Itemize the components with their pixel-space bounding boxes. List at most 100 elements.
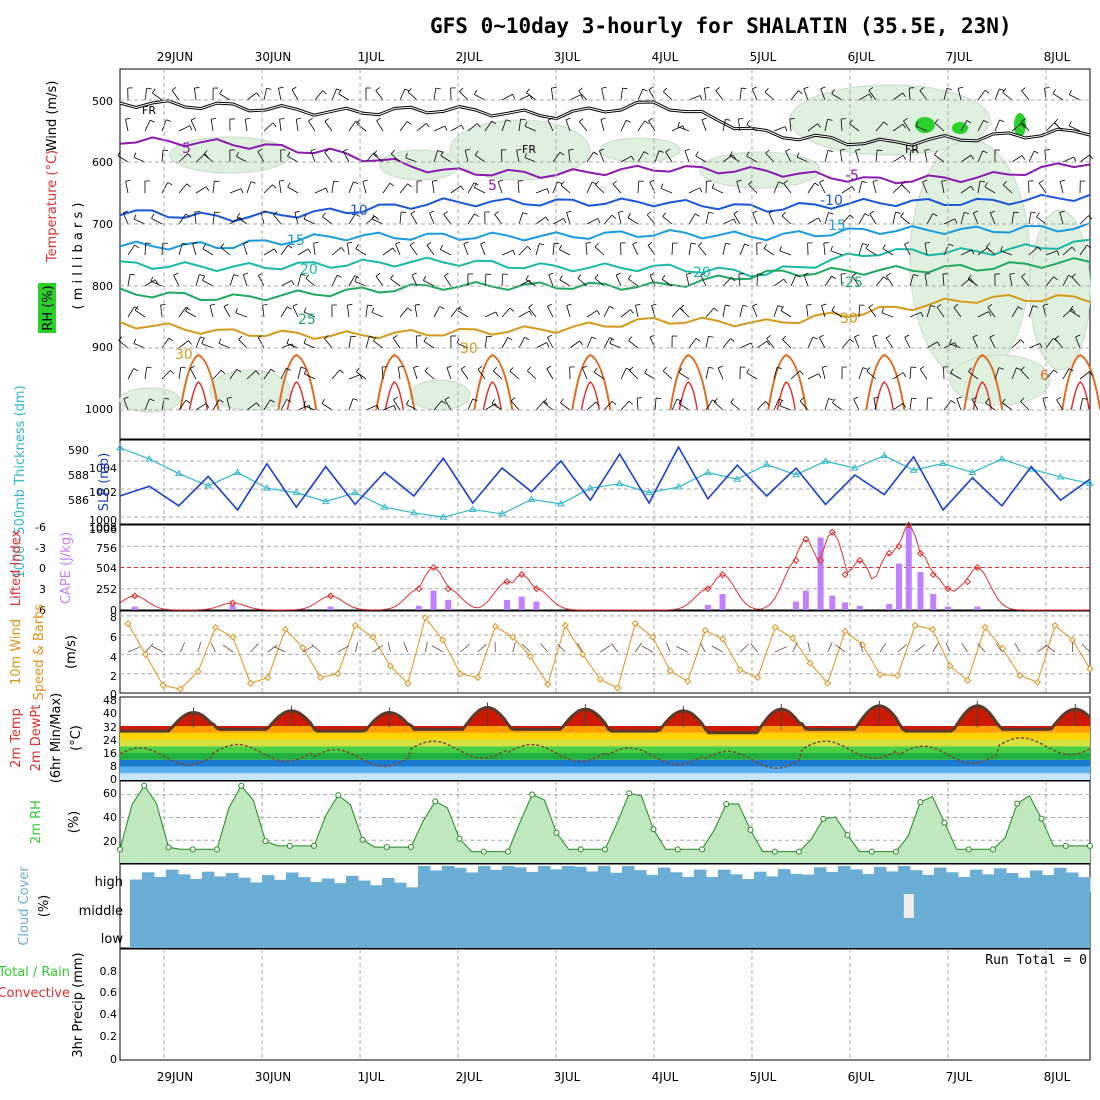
thickness-point (557, 499, 565, 507)
wind-barb-flag (460, 365, 466, 370)
cloud-middle-low-fill (130, 892, 1090, 948)
wind-barb-flag (520, 118, 526, 121)
wind10-point (509, 633, 517, 641)
wind-barb (474, 187, 486, 194)
wind-barb-flag (547, 303, 553, 307)
wind-barb (480, 243, 486, 256)
wind-barb (133, 156, 146, 163)
cloud-high-bar (610, 872, 623, 892)
wind-barb (1045, 369, 1055, 380)
cape-tick: 756 (96, 542, 117, 555)
wind-barb-flag (444, 125, 448, 131)
wind-barb (977, 120, 984, 132)
wind-barb-flag (545, 216, 549, 222)
thickness-point (439, 513, 448, 520)
wind10-point (684, 677, 692, 685)
wind-barb-flag (913, 274, 919, 277)
wind10-tick: 6 (110, 631, 117, 644)
rh2m-tick: 60 (103, 787, 117, 800)
wind-barb-flag (595, 180, 600, 186)
wind-barb (509, 370, 520, 380)
wind-barb-flag (582, 365, 588, 369)
cloud-high-bar (1078, 877, 1091, 892)
wind-barb (881, 312, 894, 318)
wind-barb-flag (827, 149, 833, 152)
wind-barb (977, 181, 981, 194)
wind-barb-flag (392, 247, 396, 253)
wind10-point (386, 662, 394, 670)
wind-barb (807, 336, 814, 349)
wind10-point (806, 659, 814, 667)
wind-barb (904, 244, 911, 256)
wind-barb-flag (205, 186, 210, 192)
wind-barb-flag (795, 274, 801, 278)
rh2m-point (893, 848, 899, 855)
cloud-high-bar (934, 867, 947, 892)
thickness-point (997, 455, 1006, 462)
wind-barb (1069, 94, 1081, 101)
bottom-date-label: 2JUL (456, 1070, 483, 1084)
wind-barb (796, 156, 809, 163)
thickness-point (233, 468, 242, 475)
bottom-date-label: 5JUL (750, 1070, 777, 1084)
wind-barb-flag (941, 179, 947, 182)
wind10-barb (879, 642, 887, 653)
wind-barb-flag (235, 151, 239, 157)
wind-barb (409, 244, 418, 256)
wind-barb-flag (982, 150, 988, 154)
wind-barb (977, 150, 983, 163)
wind-barb-flag (168, 337, 174, 342)
wind-barb-flag (303, 307, 307, 313)
wind-barb-flag (218, 399, 224, 403)
wind-barb (736, 181, 741, 194)
wind-barb (257, 151, 265, 163)
wind-barb (635, 305, 639, 318)
wind-barb (263, 399, 271, 411)
temp-band (120, 726, 1090, 733)
wind-barb (291, 89, 299, 101)
wind-barb-flag (286, 399, 292, 403)
wind-barb (144, 367, 148, 380)
wind-barb (773, 398, 780, 411)
rh2m-point (602, 846, 608, 853)
wind-barb-flag (618, 210, 624, 213)
wind10-barb (311, 643, 321, 653)
wind-barb (1011, 123, 1022, 132)
wind-barb-flag (182, 243, 188, 246)
wind-barb (1009, 274, 1013, 287)
wind-barb (376, 120, 384, 132)
wind10-tick: 0 (110, 688, 117, 701)
wind-barb (1062, 368, 1070, 380)
wind10-barb (792, 642, 798, 653)
rh-shading (379, 149, 461, 181)
wind-barb (399, 121, 408, 132)
cape-axis-label: CAPE (J/kg) (59, 532, 74, 604)
wind-barb (348, 374, 361, 380)
wind-barb-flag (946, 87, 952, 91)
wind-barb (926, 341, 938, 349)
wind-barb-flag (310, 148, 316, 152)
wind-barb (474, 94, 486, 101)
wind-barb-flag (409, 241, 415, 246)
wind-barb-flag (287, 306, 292, 310)
wind10-barb (145, 643, 154, 653)
wind10-barb (477, 643, 487, 653)
wind10-barb (431, 645, 444, 653)
pressure-tick: 900 (92, 341, 113, 354)
wind-barb (748, 184, 758, 194)
wind-barb (178, 153, 188, 163)
wind-barb-flag (495, 311, 499, 317)
rh2m-point (383, 844, 390, 851)
wind-barb-flag (803, 86, 809, 90)
thickness-point (468, 505, 477, 512)
precip-tick: 0.2 (100, 1030, 118, 1043)
precip-convective-label: Convective (0, 986, 70, 1001)
wind-barb-flag (644, 368, 648, 374)
wind10-barb (995, 642, 1003, 653)
thickness-axis-label: 1000~500mb Thickness (dm) (13, 385, 28, 578)
wind-barb (994, 119, 1000, 132)
cloud-high-bar (514, 867, 527, 892)
wind-barb-flag (818, 373, 822, 379)
wind-barb (909, 311, 922, 318)
surface-contour (375, 353, 416, 411)
